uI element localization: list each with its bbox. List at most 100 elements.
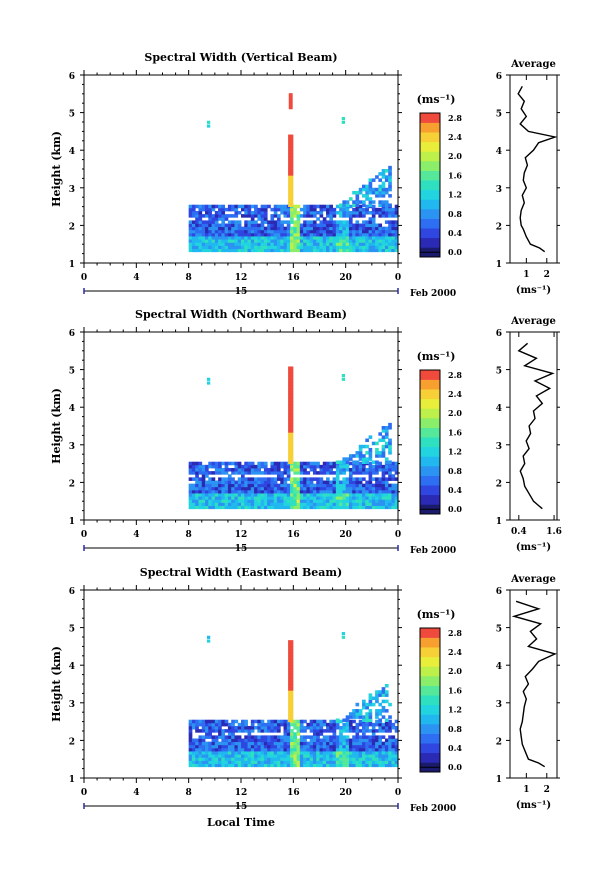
heatmap-cell (332, 732, 337, 736)
heatmap-cell (283, 236, 288, 240)
colorbar-tick-label: 1.2 (448, 705, 462, 715)
x-tick-label: 4 (133, 530, 139, 540)
heatmap-cell (371, 467, 376, 472)
heatmap-cell (303, 232, 307, 237)
heatmap-cell (391, 725, 396, 730)
heatmap-cell (339, 248, 343, 253)
x-tick-label: 12 (235, 788, 248, 798)
heatmap-cell (303, 486, 307, 491)
heatmap-cell (303, 226, 307, 231)
heatmap-cell (309, 464, 314, 469)
heatmap-cell (270, 223, 275, 228)
heatmap-cell (365, 486, 369, 491)
heatmap-cell (335, 741, 340, 746)
heatmap-cell (316, 232, 320, 237)
heatmap-cell (263, 471, 268, 475)
heatmap-cell (394, 248, 399, 253)
heatmap-cell (247, 496, 252, 500)
colorbar: (ms⁻¹)0.00.40.81.21.62.02.42.8 (417, 608, 462, 773)
heatmap-cell (388, 738, 392, 743)
heatmap-cell (332, 223, 337, 228)
heatmap-cell (299, 471, 304, 475)
heatmap-cell (365, 210, 369, 215)
heatmap-cell (290, 248, 294, 253)
heatmap-cell (188, 461, 193, 466)
heatmap-cell (234, 226, 239, 231)
heatmap-cell (378, 203, 383, 207)
heatmap-cell (322, 467, 327, 472)
heatmap-cell (388, 184, 392, 189)
heatmap-cell (267, 729, 271, 733)
heatmap-cell (231, 719, 235, 724)
heatmap-cell (362, 203, 366, 207)
heatmap-cell (332, 741, 337, 746)
heatmap-cell (394, 220, 399, 224)
heatmap-cell (227, 474, 232, 478)
heatmap-cell (188, 486, 193, 491)
heatmap-cell (342, 232, 347, 237)
heatmap-cell (352, 214, 356, 218)
heatmap-cell (296, 480, 301, 485)
heatmap-cell (316, 239, 320, 243)
heatmap-cell (378, 454, 383, 458)
heatmap-cell (250, 226, 255, 231)
heatmap-cell (326, 229, 330, 234)
heatmap-cell (358, 505, 363, 510)
heatmap-cell (221, 483, 226, 488)
heatmap-cell (250, 239, 255, 243)
heatmap-cell (348, 502, 353, 506)
average-y-tick-label: 6 (496, 587, 502, 597)
heatmap-cell (227, 461, 232, 466)
heatmap-cell (368, 236, 373, 240)
heatmap-cell (288, 416, 294, 421)
heatmap-cell (241, 744, 245, 749)
heatmap-cell (218, 248, 222, 253)
heatmap-cell (394, 226, 399, 231)
heatmap-cell (288, 369, 294, 374)
heatmap-cell (257, 499, 262, 503)
heatmap-cell (201, 223, 206, 228)
heatmap-cell (378, 172, 383, 176)
heatmap-cell (329, 751, 333, 755)
heatmap-cell (195, 729, 199, 733)
heatmap-cell (339, 763, 343, 768)
heatmap-cell (214, 226, 219, 231)
heatmap-cell (286, 754, 291, 758)
heatmap-cell (309, 760, 314, 764)
heatmap-cell (231, 754, 235, 758)
heatmap-cell (352, 719, 356, 724)
heatmap-cell (237, 744, 242, 749)
heatmap-cell (368, 738, 373, 743)
heatmap-cell (191, 486, 196, 491)
heatmap-cell (276, 741, 281, 746)
heatmap-cell (234, 757, 239, 761)
heatmap-cell (195, 217, 199, 221)
heatmap-cell (362, 486, 366, 491)
heatmap-cell (208, 245, 212, 249)
heatmap-cell (293, 738, 298, 743)
heatmap-cell (208, 483, 212, 488)
heatmap-cell (381, 242, 386, 246)
heatmap-cell (352, 499, 356, 503)
heatmap-cell (381, 735, 386, 739)
heatmap-cell (247, 245, 252, 249)
panel-title: Spectral Width (Northward Beam) (135, 308, 347, 321)
heatmap-cell (288, 441, 294, 446)
heatmap-cell (234, 496, 239, 500)
heatmap-cell (391, 496, 396, 500)
heatmap-cell (371, 460, 376, 464)
heatmap-cell (195, 242, 199, 246)
heatmap-cell (388, 725, 392, 730)
heatmap-cell (211, 232, 216, 237)
heatmap-cell (306, 464, 311, 469)
heatmap-cell (368, 722, 373, 727)
heatmap-cell (316, 242, 320, 246)
heatmap-cell (276, 502, 281, 506)
heatmap-cell (273, 499, 278, 503)
heatmap-cell (221, 741, 226, 746)
heatmap-cell (316, 499, 320, 503)
heatmap-cell (388, 220, 392, 224)
heatmap-cell (286, 502, 291, 506)
heatmap-cell (355, 248, 360, 253)
heatmap-cell (195, 461, 199, 466)
